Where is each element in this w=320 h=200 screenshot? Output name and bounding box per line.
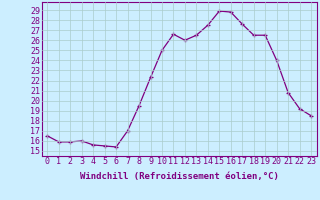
X-axis label: Windchill (Refroidissement éolien,°C): Windchill (Refroidissement éolien,°C) — [80, 172, 279, 181]
